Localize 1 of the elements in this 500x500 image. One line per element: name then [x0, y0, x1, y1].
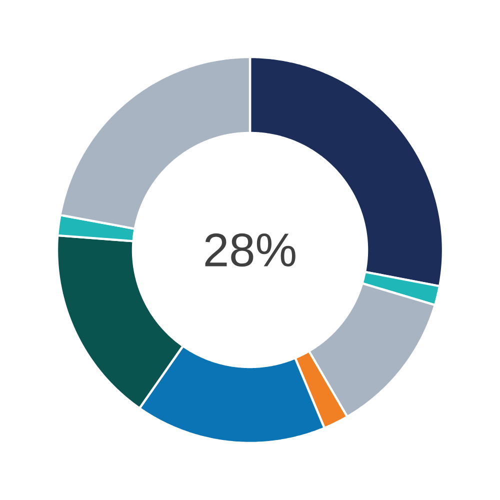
text: 28%: [205, 233, 296, 267]
